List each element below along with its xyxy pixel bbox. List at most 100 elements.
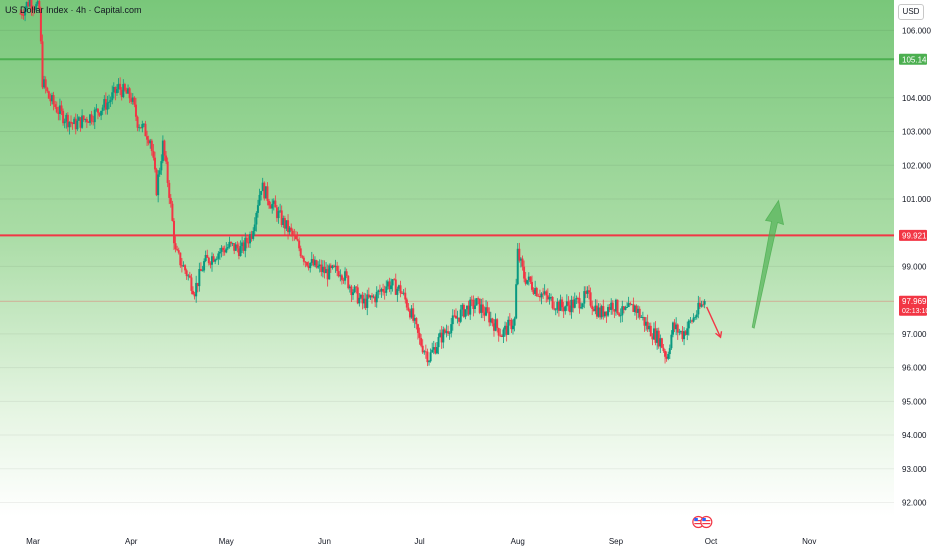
candle-body [179,252,182,266]
candle-body [592,309,595,312]
candle-body [269,205,272,209]
y-tick-label: 93.000 [902,465,927,474]
candle-body [117,83,120,90]
candle-body [318,264,321,267]
candle-body [643,316,646,326]
candle-body [605,311,608,316]
candle-body [505,325,508,335]
candle-body [74,118,77,130]
candle-body [280,210,283,225]
candle-body [337,271,340,277]
candle-body [424,351,427,353]
candle-body [41,41,44,88]
candle-body [561,299,564,308]
candle-body [405,299,408,308]
candle-body [690,320,693,322]
candle-body [451,315,454,325]
candle-body [293,235,296,236]
candle-body [212,256,215,262]
candle-body [473,305,476,309]
candle-body [569,305,572,313]
candle-body [190,277,193,291]
candle-body [397,285,400,289]
candle-body [233,243,236,251]
y-tick-label: 104.000 [902,94,931,103]
candle-body [361,294,364,304]
candle-body [589,292,592,306]
candle-body [637,308,640,313]
candle-body [358,297,361,304]
candle-body [161,140,164,162]
candle-body [640,317,643,318]
candle-body [575,298,578,300]
us-flag-events-icon[interactable] [692,515,713,529]
candle-body [220,247,223,252]
candle-body [166,161,169,183]
candle-body [618,313,621,316]
candle-body [700,304,703,307]
candle-body [519,258,522,261]
candle-body [559,299,562,311]
candle-body [516,248,519,285]
candle-body [160,161,163,171]
candle-body [82,115,85,120]
candle-body [683,331,686,340]
candle-body [302,257,305,262]
candle-body [158,170,161,175]
candle-body [681,331,684,340]
candle-body [304,261,307,263]
currency-button[interactable]: USD [898,4,924,20]
candle-body [299,248,302,257]
y-tick-label: 97.000 [902,330,927,339]
candle-body [665,356,668,359]
candle-body [163,140,166,156]
candle-body [543,291,546,294]
candle-body [104,99,107,110]
candle-body [58,105,61,114]
candle-body [296,239,299,241]
candle-body [263,182,266,199]
candle-body [608,307,611,310]
candle-body [35,4,38,10]
candle-body [442,329,445,343]
candle-body [550,296,553,298]
candle-body [142,123,145,125]
candle-body [481,304,484,313]
candle-body [138,127,141,129]
candle-body [84,119,87,120]
down-arrow-line[interactable] [706,306,722,338]
candle-body [209,263,212,265]
price-label-box [899,229,927,241]
candle-body [325,269,328,274]
candle-body [429,352,432,362]
candle-body [576,298,579,299]
candle-body [27,2,30,7]
candle-body [290,227,293,231]
price-label: 97.969 [902,297,927,306]
candle-body [431,349,434,353]
candle-body [334,265,337,267]
candle-body [388,281,391,290]
x-tick-label: Mar [26,537,40,546]
candle-body [562,307,565,312]
candle-body [125,90,128,94]
candle-body [413,318,416,321]
candle-body [294,235,297,240]
candle-body [447,331,450,334]
candle-body [445,331,448,333]
candle-body [350,286,353,296]
candle-body [356,287,359,304]
up-arrow[interactable] [751,199,785,329]
candle-body [660,338,663,348]
candle-body [369,295,372,298]
candle-body [101,107,104,111]
candle-body [339,275,342,277]
candle-body [258,194,261,206]
candle-body [435,347,438,354]
candle-body [673,322,676,330]
candle-body [326,269,329,280]
candle-body [70,121,73,123]
candle-body [477,298,480,300]
